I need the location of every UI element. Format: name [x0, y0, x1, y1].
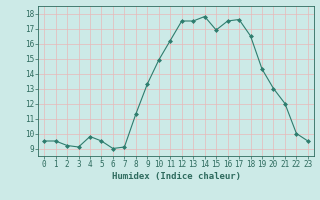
- X-axis label: Humidex (Indice chaleur): Humidex (Indice chaleur): [111, 172, 241, 181]
